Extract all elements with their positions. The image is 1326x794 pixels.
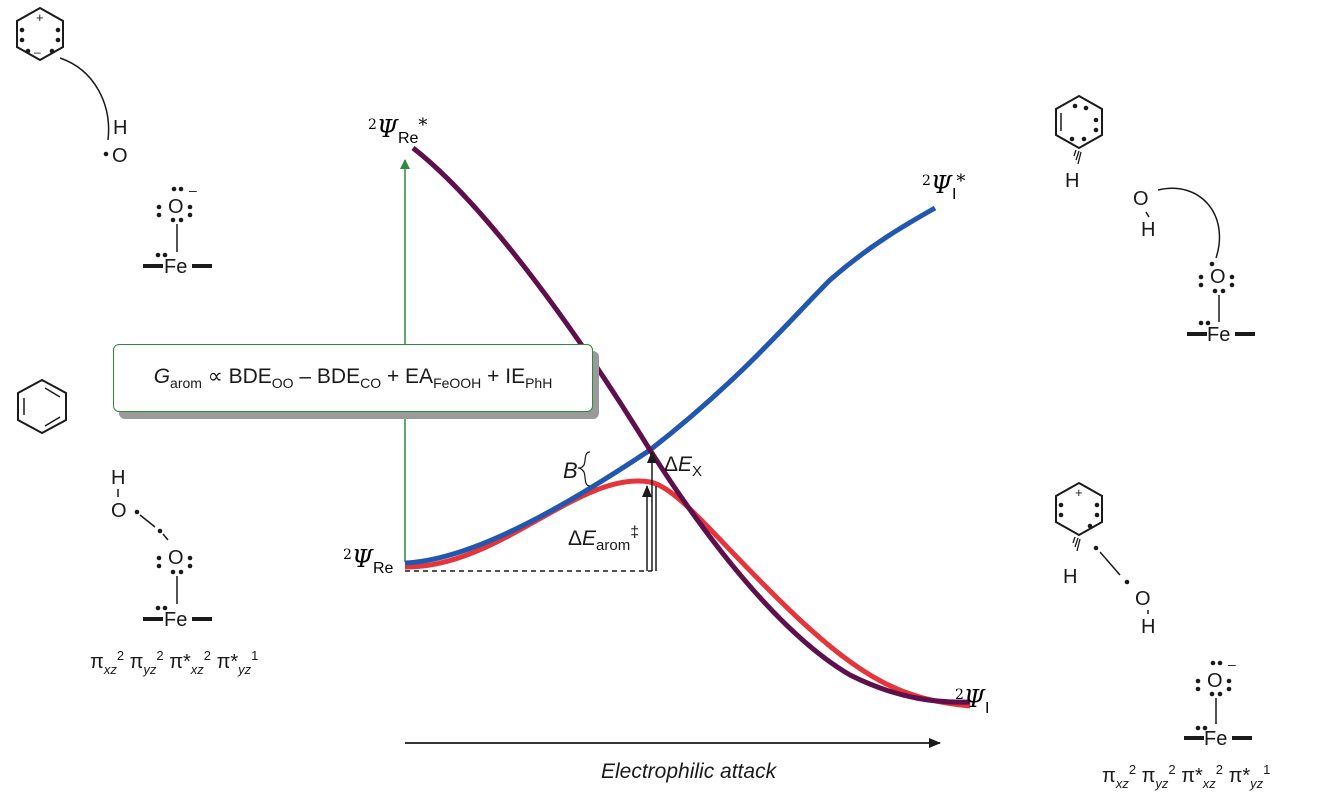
svg-text:O: O: [168, 196, 184, 218]
svg-text:Fe: Fe: [164, 256, 187, 278]
benzenium-ring-br: [1055, 481, 1103, 537]
svg-text:O: O: [1135, 588, 1151, 610]
label-psi-i-star: 2ΨI*: [922, 171, 965, 203]
svg-text:H: H: [1063, 566, 1077, 588]
svg-text:–: –: [1228, 656, 1236, 672]
svg-text:–: –: [189, 182, 197, 198]
top-right-species: H O H O Fe: [1055, 94, 1255, 346]
svg-text:H: H: [1141, 616, 1155, 638]
barrier-brace: [577, 451, 591, 487]
right-species: + H O H – O Fe πxz2 πyz2 π*xz2 π*yz1: [1055, 481, 1270, 791]
svg-text:Fe: Fe: [1204, 728, 1227, 750]
top-left-species: + – H O – O Fe: [16, 6, 212, 278]
svg-text:Fe: Fe: [1207, 324, 1230, 346]
svg-text:O: O: [1207, 670, 1223, 692]
energy-profile: [400, 146, 971, 709]
svg-text:Fe: Fe: [164, 609, 187, 631]
benzene-ring-left: [17, 378, 67, 435]
config-left: πxz2 πyz2 π*xz2 π*yz1: [90, 648, 258, 677]
label-barrier-b: B: [563, 458, 578, 483]
bond-arrow-tl: [59, 57, 110, 141]
svg-text:H: H: [1065, 170, 1079, 192]
benzene-ring-tr: [1055, 94, 1103, 150]
config-right: πxz2 πyz2 π*xz2 π*yz1: [1102, 762, 1270, 791]
label-delta-ex: ΔEX: [664, 453, 702, 480]
plus-charge: +: [36, 10, 44, 25]
svg-text:O: O: [1133, 188, 1149, 210]
svg-text:H: H: [1141, 219, 1155, 241]
equation-box: Garom ∝ BDEOO – BDECO + EAFeOOH + IEPhH: [113, 344, 593, 412]
benzenium-ring-tl: [16, 6, 64, 62]
svg-text:O: O: [111, 500, 127, 522]
label-psi-re-star: 2ΨRe*: [368, 115, 427, 147]
svg-text:+: +: [1075, 485, 1083, 500]
left-species: H O O Fe πxz2 πyz2 π*xz2 π*yz1: [17, 378, 258, 677]
label-psi-i: 2ΨI: [955, 685, 989, 717]
svg-text:O: O: [168, 547, 184, 569]
svg-text:H: H: [113, 117, 127, 139]
label-psi-re: 2ΨRe: [343, 545, 394, 577]
equation-text: Garom ∝ BDEOO – BDECO + EAFeOOH + IEPhH: [153, 365, 553, 392]
curve-red-pathway: [404, 478, 971, 709]
x-axis-label: Electrophilic attack: [601, 760, 778, 783]
svg-text:H: H: [111, 467, 125, 489]
label-delta-e-arom: ΔEarom‡: [568, 524, 639, 554]
svg-text:O: O: [112, 145, 128, 167]
svg-text:O: O: [1210, 266, 1226, 288]
curve-purple-psi-re-star: [411, 146, 971, 705]
curve-blue-psi-i: [404, 205, 937, 566]
svg-text:–: –: [34, 45, 41, 59]
